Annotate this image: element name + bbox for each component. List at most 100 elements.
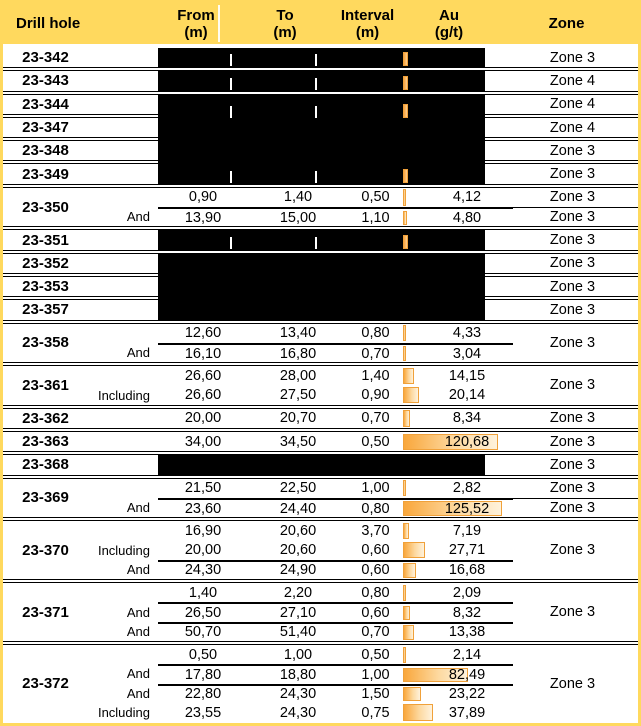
cell-zone-merged: Zone 3 <box>549 675 596 692</box>
cell-from: 20,00 <box>184 410 222 427</box>
cell-from: 1,40 <box>188 584 218 601</box>
cell-to: 24,30 <box>248 683 348 703</box>
drillhole-group: 23-357 Zone 3 <box>3 300 638 320</box>
cell-zone: Zone 3 <box>549 456 596 473</box>
cell-interval: 1,00 <box>361 480 390 497</box>
cell-from: 26,50 <box>158 602 248 621</box>
drillhole-group: 16,90 20,60 3,70 7,19 Including 20,00 20,60 0,6… <box>3 521 638 579</box>
group-separator <box>3 404 638 409</box>
cell-to: 28,00 <box>279 367 317 384</box>
drillhole-group: 23-351 Zone 3 <box>3 230 638 250</box>
cell-qualifier: And <box>126 623 150 639</box>
cell-zone: Zone 3 <box>549 189 596 206</box>
au-data-bar <box>403 522 409 540</box>
cell-zone-merged: Zone 3 <box>549 433 596 450</box>
cell-from: 50,70 <box>158 621 248 641</box>
cell-interval: 1,50 <box>348 683 403 703</box>
drillhole-id: 23-362 <box>22 409 69 427</box>
drillhole-id: 23-372 <box>22 675 69 693</box>
au-value: 16,68 <box>448 562 486 579</box>
cell-zone: Zone 3 <box>549 49 596 66</box>
group-separator <box>3 428 638 433</box>
drillhole-group: 23-343 Zone 4 <box>3 71 638 91</box>
table-row: 1,40 2,20 0,80 2,09 <box>3 583 638 602</box>
au-value: 82,49 <box>448 666 486 683</box>
group-separator <box>3 67 638 72</box>
redaction-bar <box>158 230 485 250</box>
au-value: 8,34 <box>452 410 482 427</box>
table-row: 0,90 1,40 0,50 4,12 Zone 3 <box>3 188 638 207</box>
drillhole-id: 23-348 <box>22 142 69 160</box>
au-data-bar <box>403 667 469 683</box>
group-separator <box>3 319 638 324</box>
drillhole-id: 23-350 <box>22 198 69 216</box>
cell-au: 3,04 <box>403 342 513 362</box>
au-data-bar <box>403 501 502 516</box>
drillhole-group: 26,60 28,00 1,40 14,15 Including 26,60 27,50 0,… <box>3 366 638 405</box>
drillhole-group: 12,60 13,40 0,80 4,33 And 16,10 16,80 0,70 3,04 2… <box>3 324 638 363</box>
redaction-gridline-tick <box>230 105 232 118</box>
group-separator <box>3 362 638 367</box>
drillhole-group: 23-347 Zone 4 <box>3 117 638 143</box>
cell-au: 4,12 <box>403 188 513 207</box>
cell-interval: 0,75 <box>361 704 390 721</box>
group-separator <box>3 249 638 254</box>
au-value: 20,14 <box>448 387 486 404</box>
cell-qualifier: And <box>126 604 150 620</box>
cell-au: 23,22 <box>403 683 513 703</box>
table-row: Including 20,00 20,60 0,60 27,71 <box>3 541 638 560</box>
au-data-bar <box>403 563 417 578</box>
cell-interval: 0,60 <box>361 542 390 559</box>
group-separator <box>3 517 638 522</box>
redaction-bar <box>158 48 485 68</box>
au-data-bar <box>403 410 410 427</box>
redaction-gridline-tick <box>230 54 232 67</box>
redaction-bar <box>158 455 485 475</box>
cell-to: 20,60 <box>279 522 317 539</box>
cell-to: 51,40 <box>248 621 348 641</box>
cell-from: 12,60 <box>184 325 222 342</box>
cell-qualifier: And <box>126 666 150 682</box>
cell-qualifier: And <box>126 685 150 701</box>
cell-zone: Zone 4 <box>549 96 596 113</box>
redaction-au-bar-sliver <box>403 103 408 118</box>
cell-interval: 3,70 <box>361 522 390 539</box>
redaction-bar <box>158 141 485 166</box>
cell-interval: 0,70 <box>361 410 390 427</box>
au-value: 37,89 <box>448 704 486 721</box>
cell-to: 34,50 <box>279 433 317 450</box>
cell-interval: 0,70 <box>348 342 403 362</box>
au-value: 7,19 <box>452 522 482 539</box>
cell-interval: 0,80 <box>361 584 390 601</box>
cell-from: 26,60 <box>184 387 222 404</box>
cell-zone-merged: Zone 3 <box>549 604 596 621</box>
au-data-bar <box>403 687 422 702</box>
cell-zone: Zone 3 <box>549 255 596 272</box>
cell-zone-merged: Zone 3 <box>549 377 596 394</box>
cell-to: 1,40 <box>283 189 313 206</box>
table-row: And 24,30 24,90 0,60 16,68 <box>3 559 638 579</box>
redaction-gridline-tick <box>315 105 317 118</box>
redaction-gridline-tick <box>230 236 232 249</box>
header-body-gap <box>3 44 638 48</box>
header-drill-hole: Drill hole <box>3 3 158 44</box>
table-header-row: Drill hole From (m) To (m) Interval (m) … <box>3 3 638 44</box>
table-row: 20,00 20,70 0,70 8,34 <box>3 409 638 428</box>
table-row: 23-353 Zone 3 <box>3 276 638 302</box>
cell-from: 21,50 <box>184 480 222 497</box>
drillhole-id: 23-371 <box>22 603 69 621</box>
au-value: 2,14 <box>452 646 482 663</box>
au-value: 14,15 <box>448 367 486 384</box>
cell-from: 0,90 <box>188 189 218 206</box>
cell-from: 20,00 <box>184 542 222 559</box>
cell-from: 22,80 <box>158 683 248 703</box>
cell-from: 34,00 <box>184 433 222 450</box>
table-row: Including 23,55 24,30 0,75 37,89 <box>3 703 638 722</box>
cell-zone: Zone 3 <box>549 232 596 249</box>
table-row: And 13,90 15,00 1,10 4,80 Zone 3 <box>3 207 638 226</box>
cell-au: 7,19 <box>403 521 513 540</box>
cell-to: 27,10 <box>248 602 348 621</box>
cell-au: 125,52 <box>403 497 513 517</box>
cell-from: 23,60 <box>158 497 248 517</box>
cell-zone: Zone 4 <box>549 72 596 89</box>
